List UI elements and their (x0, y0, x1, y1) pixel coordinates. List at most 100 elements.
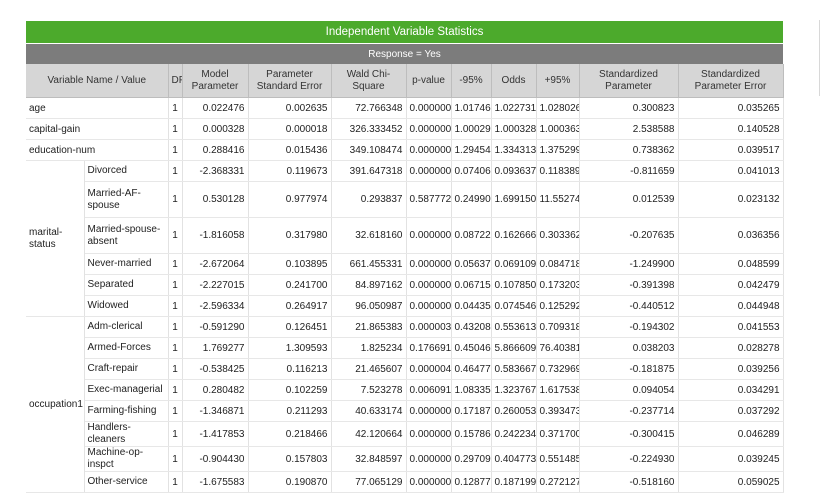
table-row[interactable]: Never-married 1 -2.672064 0.103895 661.45533… (26, 253, 784, 275)
table-cell: 0.067156 (451, 274, 492, 296)
table-cell: 0.000000 (406, 253, 452, 275)
table-row[interactable]: Married-AF-spouse 1 0.530128 0.977974 0.2938… (26, 181, 784, 218)
table-cell: 0.044948 (678, 295, 784, 317)
col-header-odds[interactable]: Odds (491, 64, 537, 98)
df-cell: 1 (168, 181, 183, 218)
table-cell: 1.294549 (451, 139, 492, 161)
table-row[interactable]: marital-status Divorced 1 -2.368331 0.119673… (26, 160, 784, 317)
table-cell: 0.393473 (536, 400, 580, 422)
table-cell: 0.157803 (248, 446, 332, 472)
table-cell: -0.224930 (579, 446, 679, 472)
table-cell: 661.455331 (331, 253, 407, 275)
col-header-standardized-parameter[interactable]: Standardized Parameter (579, 64, 679, 98)
table-row[interactable]: education-num 1 0.288416 0.015436 349.108474… (26, 139, 784, 161)
variable-group-name: marital-status (26, 160, 85, 317)
table-row[interactable]: Exec-managerial 1 0.280482 0.102259 7.523278… (26, 379, 784, 401)
col-header-p-value[interactable]: p-value (406, 64, 452, 98)
table-cell: -1.816058 (182, 217, 249, 254)
table-cell: 0.583667 (491, 358, 537, 380)
table-cell: 0.303362 (536, 217, 580, 254)
table-row[interactable]: capital-gain 1 0.000328 0.000018 326.333452 0… (26, 118, 784, 140)
scrollbar-edge (819, 20, 820, 96)
table-row[interactable]: Handlers-cleaners 1 -1.417853 0.218466 42.12… (26, 421, 784, 447)
table-cell: 0.553613 (491, 316, 537, 338)
df-cell: 1 (168, 471, 183, 493)
table-cell: -0.181875 (579, 358, 679, 380)
table-cell: 0.000000 (406, 97, 452, 119)
table-cell: 0.094054 (579, 379, 679, 401)
table-cell: -2.368331 (182, 160, 249, 182)
table-row[interactable]: Craft-repair 1 -0.538425 0.116213 21.465607 0… (26, 358, 784, 380)
df-cell: 1 (168, 160, 183, 182)
table-cell: 0.000000 (406, 274, 452, 296)
variable-value: Separated (84, 274, 169, 296)
table-cell: 0.000000 (406, 295, 452, 317)
table-cell: 0.242234 (491, 421, 537, 447)
table-cell: 0.059025 (678, 471, 784, 493)
variable-value: Never-married (84, 253, 169, 275)
table-cell: 1.309593 (248, 337, 332, 359)
table-cell: 0.042479 (678, 274, 784, 296)
col-header-df[interactable]: DF (168, 64, 183, 98)
table-cell: 0.000328 (182, 118, 249, 140)
table-cell: 7.523278 (331, 379, 407, 401)
table-row[interactable]: age 1 0.022476 0.002635 72.766348 0.000000 1.0… (26, 97, 784, 119)
df-cell: 1 (168, 253, 183, 275)
col-header-upper-95[interactable]: +95% (536, 64, 580, 98)
table-cell: 0.036356 (678, 217, 784, 254)
table-row[interactable]: occupation1 Adm-clerical 1 -0.591290 0.12645… (26, 316, 784, 493)
table-cell: 1.699150 (491, 181, 537, 218)
col-header-standardized-error[interactable]: Standardized Parameter Error (678, 64, 784, 98)
variable-value: Armed-Forces (84, 337, 169, 359)
table-cell: 1.083350 (451, 379, 492, 401)
table-cell: -1.249900 (579, 253, 679, 275)
df-cell: 1 (168, 379, 183, 401)
table-cell: 0.464777 (451, 358, 492, 380)
col-header-wald[interactable]: Wald Chi-Square (331, 64, 407, 98)
statistics-table-container: Independent Variable Statistics Response… (26, 21, 784, 493)
table-cell: 1.028026 (536, 97, 580, 119)
table-row[interactable]: Married-spouse-absent 1 -1.816058 0.317980 3… (26, 217, 784, 254)
table-cell: 0.187199 (491, 471, 537, 493)
df-cell: 1 (168, 421, 183, 447)
table-row[interactable]: Armed-Forces 1 1.769277 1.309593 1.825234 0.1… (26, 337, 784, 359)
col-header-std-error[interactable]: Parameter Standard Error (248, 64, 332, 98)
col-header-lower-95[interactable]: -95% (451, 64, 492, 98)
df-cell: 1 (168, 118, 183, 140)
table-cell: 0.012539 (579, 181, 679, 218)
table-cell: 0.241700 (248, 274, 332, 296)
df-cell: 1 (168, 97, 183, 119)
col-header-model-parameter[interactable]: Model Parameter (182, 64, 249, 98)
table-cell: 0.041013 (678, 160, 784, 182)
table-cell: 0.000000 (406, 160, 452, 182)
variable-name: education-num (26, 139, 169, 161)
table-cell: 0.000003 (406, 316, 452, 338)
table-cell: 0.530128 (182, 181, 249, 218)
table-row[interactable]: Separated 1 -2.227015 0.241700 84.897162 0.00… (26, 274, 784, 296)
table-row[interactable]: Farming-fishing 1 -1.346871 0.211293 40.6331… (26, 400, 784, 422)
response-label: Response = Yes (26, 43, 784, 64)
variable-value: Other-service (84, 471, 169, 493)
df-cell: 1 (168, 400, 183, 422)
table-cell: 0.119673 (248, 160, 332, 182)
table-cell: 349.108474 (331, 139, 407, 161)
table-row[interactable]: Other-service 1 -1.675583 0.190870 77.065129… (26, 471, 784, 493)
col-header-variable[interactable]: Variable Name / Value (26, 64, 169, 98)
table-cell: 1.323767 (491, 379, 537, 401)
df-cell: 1 (168, 139, 183, 161)
table-cell: 0.977974 (248, 181, 332, 218)
table-cell: 1.617538 (536, 379, 580, 401)
table-cell: 0.000000 (406, 446, 452, 472)
table-cell: 77.065129 (331, 471, 407, 493)
table-cell: -0.300415 (579, 421, 679, 447)
df-cell: 1 (168, 446, 183, 472)
table-cell: 1.000328 (491, 118, 537, 140)
df-cell: 1 (168, 358, 183, 380)
table-cell: -1.675583 (182, 471, 249, 493)
table-cell: 0.000000 (406, 471, 452, 493)
table-row[interactable]: Machine-op-inspct 1 -0.904430 0.157803 32.84… (26, 446, 784, 472)
table-cell: 0.039256 (678, 358, 784, 380)
table-row[interactable]: Widowed 1 -2.596334 0.264917 96.050987 0.0000… (26, 295, 784, 317)
table-cell: 0.034291 (678, 379, 784, 401)
